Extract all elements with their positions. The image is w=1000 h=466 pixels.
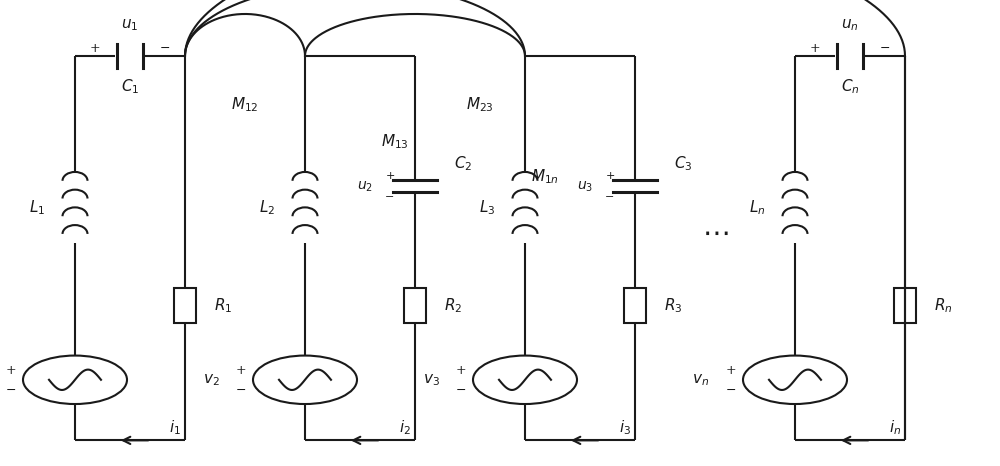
- Text: +: +: [605, 171, 615, 181]
- Text: −: −: [605, 192, 615, 202]
- Text: −: −: [385, 192, 395, 202]
- Text: +: +: [385, 171, 395, 181]
- Text: +: +: [726, 364, 736, 377]
- Text: $M_{13}$: $M_{13}$: [381, 133, 409, 151]
- Text: $C_2$: $C_2$: [454, 155, 472, 173]
- Text: −: −: [726, 384, 736, 397]
- Text: −: −: [160, 42, 170, 55]
- Text: $u_2$: $u_2$: [357, 179, 373, 193]
- Text: $L_2$: $L_2$: [259, 198, 275, 217]
- Text: $M_{12}$: $M_{12}$: [231, 96, 259, 114]
- Text: +: +: [456, 364, 466, 377]
- Text: $L_n$: $L_n$: [749, 198, 765, 217]
- Text: $i_2$: $i_2$: [399, 418, 411, 437]
- Text: $u_1$: $u_1$: [121, 18, 139, 34]
- Text: $R_2$: $R_2$: [444, 296, 462, 315]
- Text: −: −: [456, 384, 466, 397]
- Text: $C_n$: $C_n$: [841, 77, 859, 96]
- Text: $u_3$: $u_3$: [577, 179, 593, 193]
- Text: $R_3$: $R_3$: [664, 296, 682, 315]
- Text: $L_3$: $L_3$: [479, 198, 495, 217]
- Text: $C_3$: $C_3$: [674, 155, 692, 173]
- Text: $v_3$: $v_3$: [423, 372, 439, 388]
- Text: +: +: [6, 364, 16, 377]
- Text: −: −: [6, 384, 16, 397]
- Text: $L_1$: $L_1$: [29, 198, 45, 217]
- Text: $v_2$: $v_2$: [203, 372, 219, 388]
- Text: $M_{23}$: $M_{23}$: [466, 96, 494, 114]
- Bar: [404, 288, 426, 322]
- Text: $C_1$: $C_1$: [121, 77, 139, 96]
- Bar: [894, 288, 916, 322]
- Bar: [624, 288, 646, 322]
- Text: −: −: [236, 384, 246, 397]
- Text: $i_n$: $i_n$: [889, 418, 901, 437]
- Text: $i_3$: $i_3$: [619, 418, 631, 437]
- Text: $u_n$: $u_n$: [841, 18, 859, 34]
- Text: $v_n$: $v_n$: [692, 372, 710, 388]
- Bar: [174, 288, 196, 322]
- Text: $i_1$: $i_1$: [169, 418, 181, 437]
- Text: +: +: [236, 364, 246, 377]
- Text: $M_{1n}$: $M_{1n}$: [531, 168, 559, 186]
- Text: $R_n$: $R_n$: [934, 296, 952, 315]
- Text: +: +: [810, 42, 820, 55]
- Text: $\cdots$: $\cdots$: [702, 219, 728, 247]
- Text: +: +: [90, 42, 100, 55]
- Text: $R_1$: $R_1$: [214, 296, 232, 315]
- Text: −: −: [880, 42, 890, 55]
